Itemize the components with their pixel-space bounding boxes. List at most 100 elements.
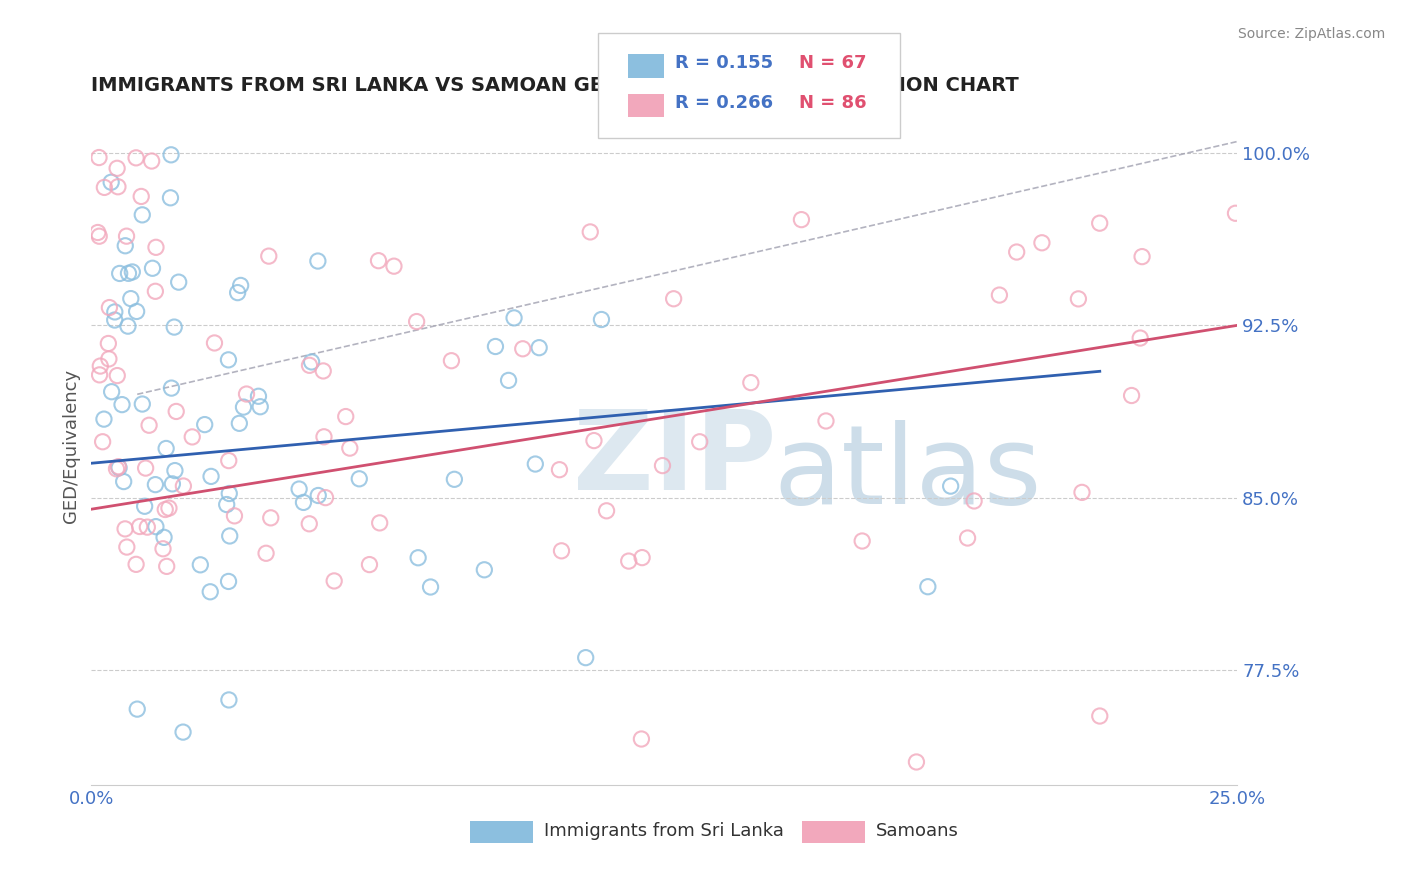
Point xyxy=(89,229,111,244)
Point xyxy=(155,502,177,516)
Point xyxy=(163,320,186,334)
Point xyxy=(218,486,240,500)
Point xyxy=(224,508,246,523)
Point xyxy=(204,335,226,350)
Point xyxy=(155,442,177,456)
Point xyxy=(141,261,163,276)
Point xyxy=(472,563,495,577)
Point xyxy=(1225,206,1247,220)
Point xyxy=(419,580,441,594)
Point xyxy=(107,179,129,194)
Point xyxy=(117,319,139,334)
Point xyxy=(440,353,463,368)
Point xyxy=(165,404,187,418)
Point xyxy=(138,418,160,433)
Point xyxy=(218,693,240,707)
Point xyxy=(172,725,194,739)
Point xyxy=(312,364,335,378)
Point xyxy=(87,151,110,165)
Point xyxy=(1088,709,1111,723)
Point xyxy=(1067,292,1090,306)
Point xyxy=(1071,485,1094,500)
Point xyxy=(740,376,762,390)
Point xyxy=(181,430,204,444)
Point xyxy=(129,189,152,203)
Point xyxy=(131,208,153,222)
Point xyxy=(112,475,135,489)
Text: Source: ZipAtlas.com: Source: ZipAtlas.com xyxy=(1237,27,1385,41)
Point xyxy=(1121,388,1143,402)
Point xyxy=(359,558,381,572)
Point xyxy=(125,304,148,318)
Point xyxy=(617,554,640,568)
Point xyxy=(217,352,239,367)
Point xyxy=(145,240,167,254)
Point xyxy=(257,249,280,263)
Point xyxy=(307,254,329,268)
Point xyxy=(215,498,238,512)
Point xyxy=(524,457,547,471)
Point xyxy=(905,755,928,769)
Point xyxy=(298,516,321,531)
Text: Samoans: Samoans xyxy=(876,822,959,840)
Point xyxy=(662,292,685,306)
Point xyxy=(254,546,277,560)
Point xyxy=(503,310,526,325)
Point xyxy=(114,239,136,253)
Point xyxy=(235,387,257,401)
Point xyxy=(100,384,122,399)
Point xyxy=(136,520,159,534)
Point xyxy=(145,285,167,299)
Point xyxy=(100,175,122,189)
Point xyxy=(159,191,181,205)
Point xyxy=(152,541,174,556)
Point xyxy=(1031,235,1053,250)
Point xyxy=(200,469,222,483)
Point xyxy=(790,212,813,227)
Point xyxy=(229,278,252,293)
Point xyxy=(156,559,179,574)
Point xyxy=(301,355,323,369)
Point xyxy=(89,368,111,382)
Point xyxy=(484,339,506,353)
Point xyxy=(582,434,605,448)
Point xyxy=(579,225,602,239)
Point xyxy=(111,398,134,412)
Point xyxy=(406,550,429,565)
Point xyxy=(162,476,184,491)
Point xyxy=(135,461,157,475)
Point xyxy=(89,359,111,373)
Point xyxy=(1088,216,1111,230)
Point xyxy=(498,373,520,387)
Point xyxy=(689,434,711,449)
Point xyxy=(349,472,371,486)
Point xyxy=(232,400,254,414)
Point xyxy=(93,180,115,194)
Point xyxy=(157,501,180,516)
Point xyxy=(105,161,128,176)
Point xyxy=(939,479,962,493)
Text: Immigrants from Sri Lanka: Immigrants from Sri Lanka xyxy=(544,822,785,840)
Point xyxy=(595,504,617,518)
Point xyxy=(312,430,335,444)
Point xyxy=(591,312,613,326)
Point xyxy=(160,148,183,162)
Point xyxy=(93,412,115,426)
Point xyxy=(315,491,337,505)
Point xyxy=(120,292,142,306)
Point xyxy=(104,313,127,327)
Point xyxy=(131,397,153,411)
Point xyxy=(339,441,361,455)
Point xyxy=(108,460,131,475)
Point xyxy=(121,265,143,279)
Point xyxy=(851,534,873,549)
Point xyxy=(115,229,138,244)
Point xyxy=(367,253,389,268)
Point xyxy=(145,519,167,533)
Text: N = 67: N = 67 xyxy=(799,54,866,72)
Point xyxy=(298,359,321,373)
Point xyxy=(145,477,167,491)
Point xyxy=(382,259,405,273)
Point xyxy=(226,285,249,300)
Point xyxy=(368,516,391,530)
